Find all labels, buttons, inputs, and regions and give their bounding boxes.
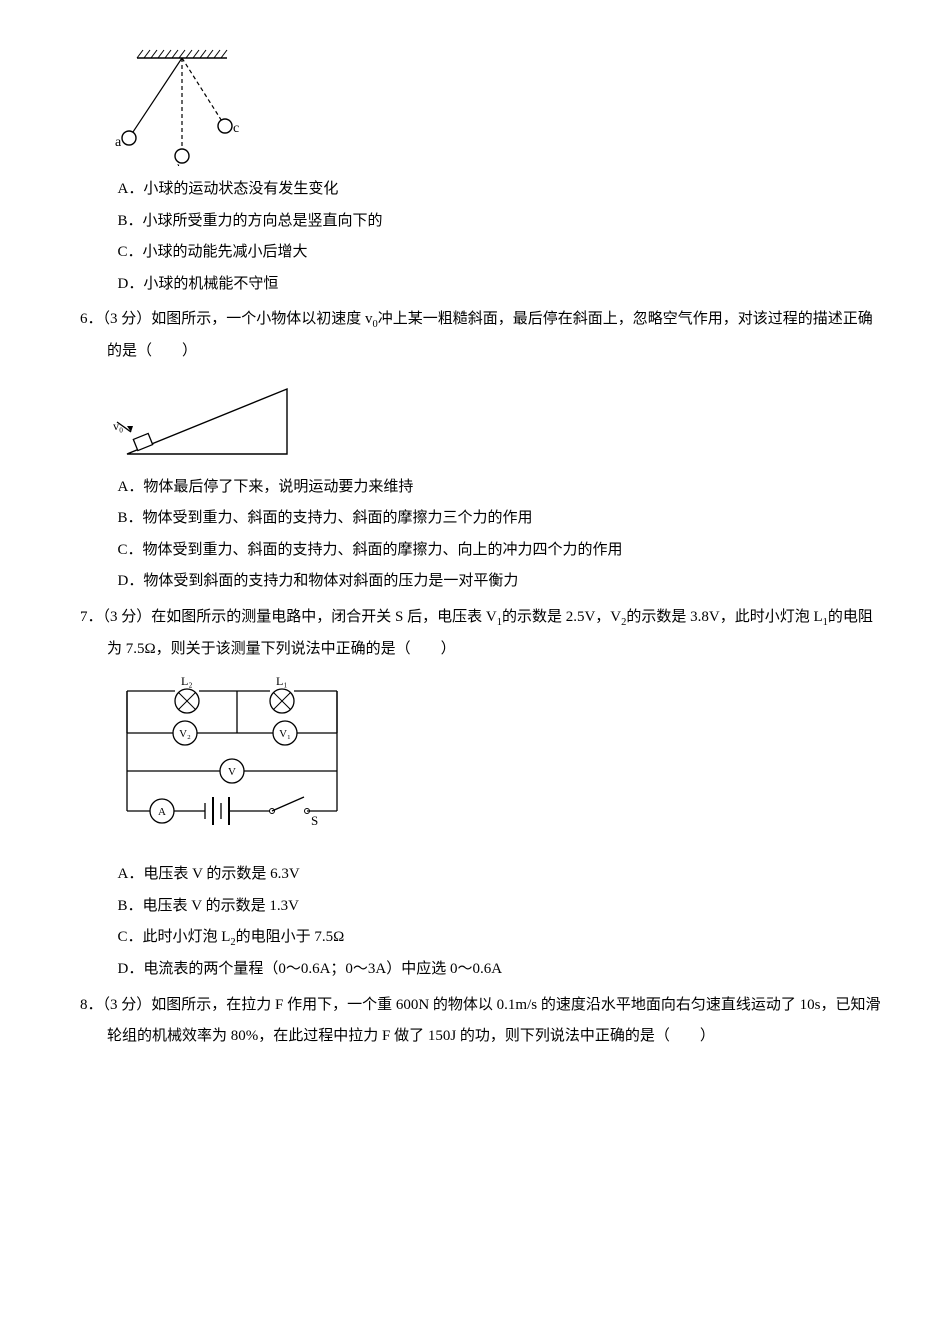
question-6: 6．（3 分）如图所示，一个小物体以初速度 v0冲上某一粗糙斜面，最后停在斜面上… xyxy=(80,304,885,598)
circuit-diagram: L₂ L₁ V₂ V₁ V A S xyxy=(107,671,357,851)
q5-figure: a b c xyxy=(80,46,885,166)
q7-option-a: A．电压表 V 的示数是 6.3V xyxy=(80,859,885,891)
svg-text:A: A xyxy=(158,806,166,818)
question-7: 7．（3 分）在如图所示的测量电路中，闭合开关 S 后，电压表 V1的示数是 2… xyxy=(80,602,885,986)
pendulum-diagram: a b c xyxy=(107,46,247,166)
q6-stem-a: 6．（3 分）如图所示，一个小物体以初速度 v xyxy=(80,311,373,327)
q6-option-c: C．物体受到重力、斜面的支持力、斜面的摩擦力、向上的冲力四个力的作用 xyxy=(80,535,885,567)
q7-optc-b: 的电阻小于 7.5Ω xyxy=(236,929,345,945)
svg-text:L₂: L₂ xyxy=(181,674,193,688)
q5-option-a: A．小球的运动状态没有发生变化 xyxy=(80,174,885,206)
q7-option-b: B．电压表 V 的示数是 1.3V xyxy=(80,891,885,923)
svg-text:a: a xyxy=(115,135,122,150)
q7-figure: L₂ L₁ V₂ V₁ V A S xyxy=(80,671,885,851)
q6-option-d: D．物体受到斜面的支持力和物体对斜面的压力是一对平衡力 xyxy=(80,566,885,598)
question-8: 8．（3 分）如图所示，在拉力 F 作用下，一个重 600N 的物体以 0.1m… xyxy=(80,990,885,1053)
q7-stem: 7．（3 分）在如图所示的测量电路中，闭合开关 S 后，电压表 V1的示数是 2… xyxy=(80,602,885,666)
svg-text:V₁: V₁ xyxy=(279,728,291,740)
q6-option-a: A．物体最后停了下来，说明运动要力来维持 xyxy=(80,472,885,504)
q5-option-b: B．小球所受重力的方向总是竖直向下的 xyxy=(80,206,885,238)
svg-text:V: V xyxy=(228,766,236,778)
svg-text:S: S xyxy=(311,813,318,828)
svg-text:c: c xyxy=(233,121,239,136)
question-5: a b c A．小球的运动状态没有发生变化 B．小球所受重力的方向总是竖直向下的 C… xyxy=(80,46,885,300)
svg-text:v₀: v₀ xyxy=(113,419,123,433)
q6-option-b: B．物体受到重力、斜面的支持力、斜面的摩擦力三个力的作用 xyxy=(80,503,885,535)
incline-diagram: v₀ xyxy=(107,374,307,464)
q8-stem: 8．（3 分）如图所示，在拉力 F 作用下，一个重 600N 的物体以 0.1m… xyxy=(80,990,885,1053)
q7-stem-b: 的示数是 2.5V，V xyxy=(502,609,621,625)
q5-option-d: D．小球的机械能不守恒 xyxy=(80,269,885,301)
svg-text:V₂: V₂ xyxy=(179,728,191,740)
q7-stem-a: 7．（3 分）在如图所示的测量电路中，闭合开关 S 后，电压表 V xyxy=(80,609,497,625)
q5-option-c: C．小球的动能先减小后增大 xyxy=(80,237,885,269)
svg-text:L₁: L₁ xyxy=(276,674,288,688)
svg-text:b: b xyxy=(177,163,184,166)
q7-option-c: C．此时小灯泡 L2的电阻小于 7.5Ω xyxy=(80,922,885,954)
q7-option-d: D．电流表的两个量程（0～0.6A；0～3A）中应选 0～0.6A xyxy=(80,954,885,986)
q7-stem-c: 的示数是 3.8V，此时小灯泡 L xyxy=(626,609,822,625)
q6-stem: 6．（3 分）如图所示，一个小物体以初速度 v0冲上某一粗糙斜面，最后停在斜面上… xyxy=(80,304,885,368)
q7-optc-a: C．此时小灯泡 L xyxy=(118,929,231,945)
q6-figure: v₀ xyxy=(80,374,885,464)
